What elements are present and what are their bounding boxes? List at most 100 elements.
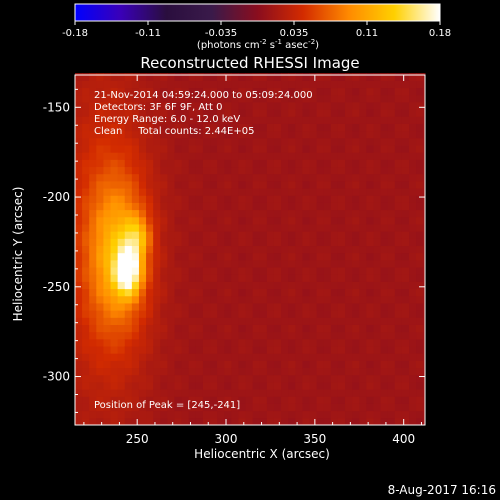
image-pixel: [131, 274, 140, 282]
image-pixel: [210, 396, 218, 404]
image-pixel: [138, 73, 147, 81]
image-pixel: [245, 87, 254, 96]
image-pixel: [387, 94, 396, 103]
image-pixel: [217, 267, 225, 275]
image-pixel: [295, 281, 303, 290]
image-pixel: [359, 130, 367, 139]
image-pixel: [103, 338, 112, 347]
image-pixel: [238, 367, 247, 376]
image-pixel: [266, 94, 275, 103]
image-pixel: [288, 173, 296, 182]
image-pixel: [416, 281, 424, 290]
image-pixel: [131, 302, 140, 311]
image-pixel: [89, 324, 97, 333]
image-pixel: [224, 288, 232, 297]
image-pixel: [110, 353, 119, 361]
image-pixel: [409, 295, 417, 304]
image-pixel: [96, 188, 104, 196]
image-pixel: [288, 245, 296, 254]
image-pixel: [373, 374, 382, 383]
image-pixel: [380, 209, 389, 218]
image-pixel: [302, 389, 311, 397]
image-pixel: [394, 353, 403, 361]
image-pixel: [252, 274, 261, 282]
image-pixel: [266, 346, 275, 354]
image-pixel: [188, 310, 197, 318]
image-pixel: [131, 338, 140, 347]
image-pixel: [409, 130, 417, 139]
colorbar-tick-label: 0.11: [356, 28, 378, 39]
image-pixel: [259, 346, 268, 354]
image-pixel: [238, 238, 247, 247]
image-pixel: [153, 101, 161, 110]
image-pixel: [266, 145, 275, 153]
image-pixel: [167, 80, 175, 89]
image-pixel: [380, 310, 389, 318]
image-pixel: [245, 367, 254, 376]
image-pixel: [252, 130, 261, 139]
image-pixel: [259, 87, 268, 96]
info-annotations: 21-Nov-2014 04:59:24.000 to 05:09:24.000…: [94, 90, 313, 137]
image-pixel: [281, 188, 289, 196]
image-pixel: [210, 367, 218, 376]
image-pixel: [330, 317, 339, 325]
image-pixel: [380, 80, 389, 89]
image-pixel: [266, 374, 275, 383]
image-pixel: [416, 202, 424, 211]
image-pixel: [345, 188, 353, 196]
image-pixel: [359, 381, 367, 390]
image-pixel: [224, 389, 232, 397]
image-pixel: [174, 209, 183, 218]
image-pixel: [416, 338, 424, 347]
image-pixel: [323, 238, 332, 247]
image-pixel: [295, 80, 303, 89]
image-pixel: [202, 231, 211, 239]
image-pixel: [103, 130, 112, 139]
image-pixel: [266, 310, 275, 318]
image-pixel: [167, 245, 175, 254]
image-pixel: [387, 73, 396, 81]
image-pixel: [138, 389, 147, 397]
image-pixel: [224, 396, 232, 404]
image-pixel: [96, 360, 104, 369]
image-pixel: [387, 317, 396, 325]
image-pixel: [309, 360, 318, 369]
image-pixel: [401, 259, 410, 268]
image-pixel: [423, 109, 426, 117]
image-pixel: [302, 367, 311, 376]
image-pixel: [295, 267, 303, 275]
image-pixel: [245, 209, 254, 218]
image-pixel: [409, 223, 417, 232]
image-pixel: [387, 238, 396, 247]
image-pixel: [82, 324, 90, 333]
image-pixel: [409, 173, 417, 182]
image-pixel: [266, 231, 275, 239]
image-pixel: [82, 346, 90, 354]
image-pixel: [281, 180, 289, 189]
image-pixel: [153, 310, 161, 318]
image-pixel: [359, 310, 367, 318]
image-pixel: [124, 252, 133, 261]
image-pixel: [352, 152, 360, 160]
image-pixel: [117, 202, 126, 211]
image-pixel: [210, 180, 218, 189]
image-pixel: [337, 166, 346, 175]
image-pixel: [416, 389, 424, 397]
y-tick-label: -250: [43, 280, 70, 294]
image-pixel: [281, 231, 289, 239]
image-pixel: [394, 381, 403, 390]
image-pixel: [266, 180, 275, 189]
image-pixel: [295, 94, 303, 103]
image-pixel: [96, 274, 104, 282]
image-pixel: [401, 310, 410, 318]
image-pixel: [224, 216, 232, 225]
image-pixel: [252, 94, 261, 103]
image-pixel: [387, 346, 396, 354]
image-pixel: [394, 202, 403, 211]
image-pixel: [295, 223, 303, 232]
image-pixel: [131, 73, 140, 81]
image-pixel: [160, 288, 168, 297]
image-pixel: [131, 367, 140, 376]
image-pixel: [273, 202, 282, 211]
image-pixel: [401, 353, 410, 361]
